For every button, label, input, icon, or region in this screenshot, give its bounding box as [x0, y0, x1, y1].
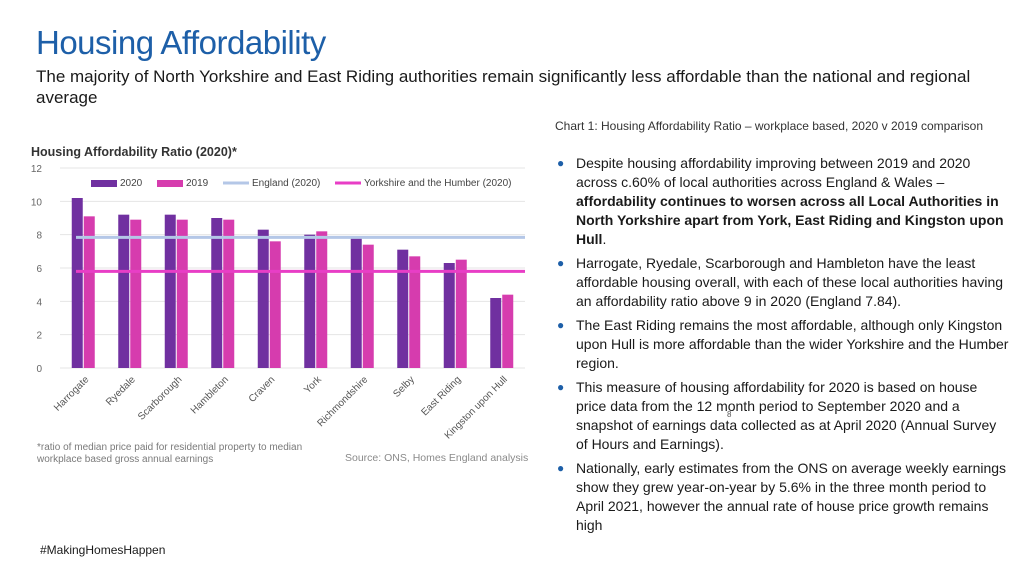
- bullet-item: ● Harrogate, Ryedale, Scarborough and Ham…: [556, 254, 1011, 311]
- bullet-text: Despite housing affordability improving …: [576, 155, 971, 190]
- bullet-text: The East Riding remains the most afforda…: [576, 317, 1009, 371]
- bullet-text-bold: affordability continues to worsen across…: [576, 193, 1004, 247]
- bar-2019: [130, 219, 142, 368]
- bullet-text: This measure of housing affordability fo…: [576, 379, 997, 452]
- x-tick-label: Hambleton: [189, 374, 231, 416]
- x-tick-label: East Riding: [419, 374, 463, 418]
- x-tick-label: Richmondshire: [315, 374, 370, 429]
- bullet-list: ● Despite housing affordability improving…: [556, 154, 1011, 540]
- bullet-item: ● This measure of housing affordability f…: [556, 378, 1011, 454]
- legend-swatch: [91, 180, 117, 187]
- bullet-text: Harrogate, Ryedale, Scarborough and Hamb…: [576, 255, 1004, 309]
- x-tick-label: Craven: [247, 374, 278, 405]
- page-subtitle: The majority of North Yorkshire and East…: [36, 67, 971, 107]
- x-tick-label: Selby: [391, 374, 416, 399]
- bar-2019: [83, 216, 95, 368]
- bar-2019: [223, 219, 235, 368]
- bar-2019: [409, 256, 421, 368]
- chart-title: Housing Affordability Ratio (2020)*: [31, 145, 237, 159]
- y-tick-label: 6: [36, 264, 42, 275]
- legend-swatch: [157, 180, 183, 187]
- bar-2020: [490, 298, 502, 368]
- bar-2019: [362, 244, 374, 368]
- y-tick-label: 4: [36, 297, 42, 308]
- x-tick-label: Ryedale: [104, 374, 138, 408]
- legend-label: 2020: [120, 178, 143, 189]
- affordability-chart: Housing Affordability Ratio (2020)* 0 2 4 6 8…: [31, 145, 525, 441]
- chart-caption: Chart 1: Housing Affordability Ratio – w…: [555, 119, 984, 133]
- x-tick-label: Scarborough: [136, 374, 184, 422]
- bar-2020: [164, 214, 176, 368]
- bullet-dot-icon: ●: [557, 256, 565, 270]
- bullet-dot-icon: ●: [557, 318, 565, 332]
- bullet-dot-icon: ●: [557, 156, 565, 170]
- bar-2019: [502, 294, 514, 368]
- bullet-dot-icon: ●: [557, 380, 565, 394]
- page-title: Housing Affordability: [36, 24, 326, 61]
- bar-2020: [397, 249, 409, 368]
- chart-container: Housing Affordability Ratio (2020)* 0 2 4 6 8…: [25, 140, 535, 475]
- bar-2020: [443, 263, 455, 368]
- bar-2019: [176, 219, 188, 368]
- bar-2020: [304, 234, 316, 368]
- x-tick-label: Harrogate: [52, 374, 92, 414]
- bar-2019: [269, 241, 281, 368]
- bullet-item: ● The East Riding remains the most afford…: [556, 316, 1011, 373]
- bullet-text: .: [602, 231, 607, 247]
- y-tick-label: 2: [36, 331, 42, 342]
- bar-2020: [71, 198, 83, 368]
- x-tick-label: York: [302, 374, 324, 396]
- footer-hashtag: #MakingHomesHappen: [40, 543, 166, 557]
- legend-label: England (2020): [252, 178, 320, 189]
- bar-2020: [211, 218, 223, 368]
- chart-footnote: *ratio of median price paid for resident…: [37, 442, 303, 465]
- bullet-text: Nationally, early estimates from the ONS…: [576, 460, 1007, 533]
- y-tick-label: 12: [31, 164, 43, 175]
- bar-2019: [455, 259, 467, 368]
- legend-label: 2019: [186, 178, 209, 189]
- bullet-item: ● Despite housing affordability improving…: [556, 154, 1011, 249]
- page-number: 8: [727, 410, 732, 419]
- bullet-dot-icon: ●: [557, 461, 565, 475]
- bar-2020: [350, 238, 362, 368]
- bar-2019: [316, 231, 328, 368]
- y-tick-label: 8: [36, 231, 42, 242]
- bullet-item: ● Nationally, early estimates from the ON…: [556, 459, 1011, 535]
- y-tick-label: 10: [31, 197, 43, 208]
- bar-2020: [118, 214, 130, 368]
- legend-label: Yorkshire and the Humber (2020): [364, 178, 512, 189]
- chart-source: Source: ONS, Homes England analysis: [345, 452, 529, 464]
- bar-2020: [257, 229, 269, 368]
- y-tick-label: 0: [36, 364, 42, 375]
